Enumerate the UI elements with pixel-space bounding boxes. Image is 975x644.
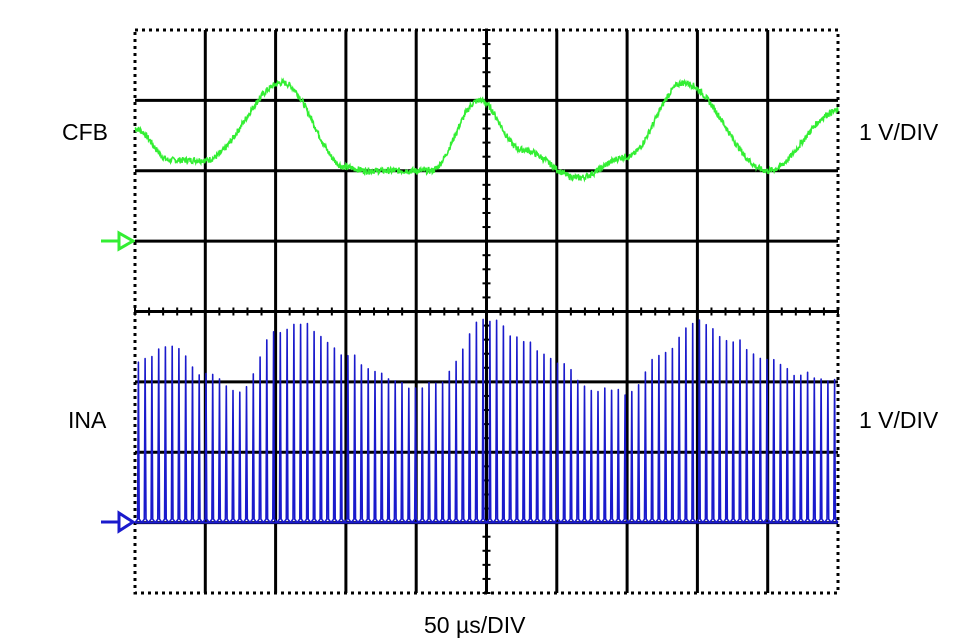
ch1-ground-marker-icon — [101, 230, 135, 252]
ch1-scale-label: 1 V/DIV — [859, 119, 939, 145]
ch1-label: CFB — [62, 119, 108, 145]
ch2-ground-marker-icon — [101, 510, 135, 534]
timebase-label: 50 µs/DIV — [424, 612, 526, 638]
ch2-scale-label: 1 V/DIV — [859, 407, 939, 433]
ch2-trace — [134, 318, 839, 524]
ch2-label: INA — [68, 407, 107, 433]
ch1-trace — [134, 77, 839, 183]
